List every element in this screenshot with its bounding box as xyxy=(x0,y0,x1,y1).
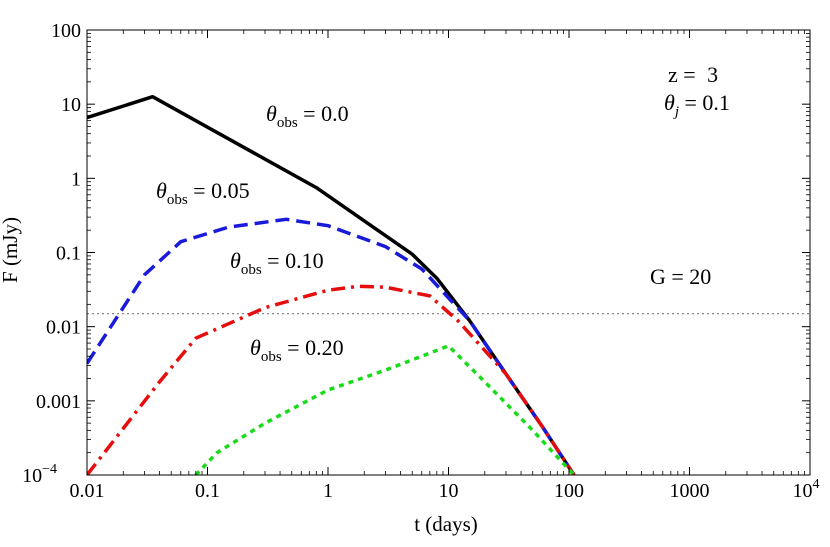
series-labels: θobs = 0.0 θobs = 0.05 θobs = 0.10 θobs = 0… xyxy=(156,101,349,365)
reference-line-label: G = 20 xyxy=(650,264,711,289)
x-tick-label: 10 xyxy=(439,480,459,502)
jet-angle-annotation: θj = 0.1 xyxy=(664,90,730,120)
curve-theta-obs-0-20 xyxy=(194,344,576,475)
curve-theta-obs-0-10 xyxy=(87,284,576,475)
y-tick-label: 10 xyxy=(61,94,81,116)
x-tick-label: 0.1 xyxy=(195,480,220,502)
y-tick-label: 1 xyxy=(71,168,81,190)
y-tick-label: 0.01 xyxy=(46,317,81,339)
x-tick-label: 1 xyxy=(323,480,333,502)
annotations: z = 3 θj = 0.1 G = 20 xyxy=(650,62,730,289)
label-theta-obs-0-10: θobs = 0.10 xyxy=(230,248,324,278)
label-theta-obs-0-0: θobs = 0.0 xyxy=(266,101,349,131)
y-axis-label: F (mJy) xyxy=(0,217,22,283)
axis-ticks xyxy=(86,29,811,476)
redshift-annotation: z = 3 xyxy=(668,62,718,87)
x-tick-label: 100 xyxy=(554,480,584,502)
y-tick-label: 0.001 xyxy=(36,391,81,413)
x-tick-label: 104 xyxy=(793,477,820,502)
axis-tick-labels: 0.01 0.1 1 10 100 1000 104 10−4 0.001 0.01 0.1 1 10 1… xyxy=(22,20,819,502)
y-tick-label: 100 xyxy=(51,20,81,42)
x-tick-label: 0.01 xyxy=(70,480,105,502)
light-curves xyxy=(87,94,576,475)
x-axis-label: t (days) xyxy=(414,512,478,536)
curve-theta-obs-0-05 xyxy=(87,217,576,475)
curve-theta-obs-0-0 xyxy=(87,94,576,475)
x-tick-label: 1000 xyxy=(670,480,710,502)
y-tick-label: 10−4 xyxy=(22,462,57,487)
y-tick-label: 0.1 xyxy=(56,243,81,265)
label-theta-obs-0-05: θobs = 0.05 xyxy=(156,178,250,208)
label-theta-obs-0-20: θobs = 0.20 xyxy=(250,335,344,365)
